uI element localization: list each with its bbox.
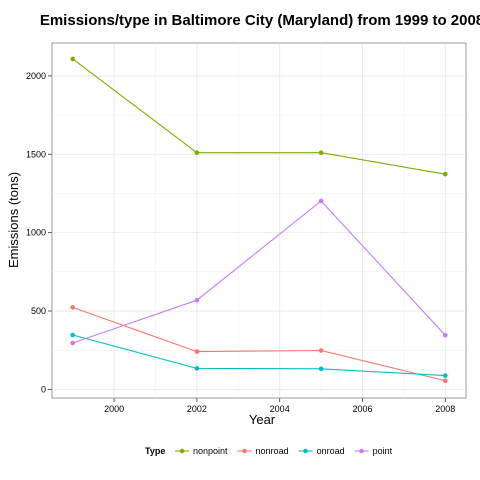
data-point-point — [70, 340, 75, 346]
y-axis: 0 500 1000 1500 2000 — [26, 71, 52, 394]
plot-background — [51, 42, 467, 399]
y-tick-label: 0 — [41, 384, 46, 394]
x-axis-title: Year — [249, 412, 276, 427]
legend-label: nonpoint — [193, 446, 228, 456]
data-point-nonpoint — [194, 150, 200, 156]
x-tick-label: 2002 — [187, 404, 207, 414]
data-point-nonpoint — [318, 150, 324, 156]
series-layer — [70, 56, 448, 384]
series-line-nonroad — [72, 306, 446, 382]
legend: Type nonpoint nonroad onroad point — [145, 446, 393, 456]
legend-items: nonpoint nonroad onroad point — [175, 446, 393, 456]
legend-item-point: point — [354, 446, 393, 456]
data-point-nonroad — [70, 305, 75, 310]
series-nonroad — [70, 305, 448, 384]
legend-key-point — [179, 448, 185, 454]
legend-title: Type — [145, 446, 165, 456]
legend-label: onroad — [317, 446, 345, 456]
series-line-point — [72, 200, 446, 344]
legend-item-nonpoint: nonpoint — [175, 446, 228, 456]
y-tick-label: 1000 — [26, 228, 46, 238]
x-tick-label: 2004 — [270, 404, 290, 414]
data-point-point — [318, 198, 324, 204]
series-nonpoint — [70, 56, 448, 177]
series-line-onroad — [72, 334, 446, 377]
data-point-onroad — [194, 366, 200, 371]
data-point-point — [443, 333, 448, 338]
data-point-nonroad — [194, 349, 200, 354]
data-point-nonroad — [443, 378, 448, 384]
legend-item-nonroad: nonroad — [237, 446, 289, 456]
x-tick-label: 2000 — [104, 404, 124, 414]
legend-key-point — [303, 448, 308, 454]
data-point-onroad — [70, 332, 75, 338]
legend-key-point — [242, 448, 247, 454]
data-point-nonpoint — [443, 171, 448, 177]
data-point-nonroad — [318, 348, 324, 353]
data-point-nonpoint — [70, 56, 75, 62]
y-tick-label: 1500 — [26, 149, 46, 159]
x-axis: 2000 2002 2004 2006 2008 — [104, 398, 455, 414]
legend-label: nonroad — [256, 446, 289, 456]
y-axis-title: Emissions (tons) — [6, 172, 21, 268]
y-tick-label: 500 — [31, 306, 46, 316]
y-tick-label: 2000 — [26, 71, 46, 81]
series-onroad — [70, 332, 448, 378]
plot-area — [51, 42, 467, 399]
series-line-nonpoint — [72, 58, 446, 175]
x-tick-label: 2006 — [352, 404, 372, 414]
data-point-point — [194, 297, 200, 303]
data-point-onroad — [443, 373, 448, 378]
chart-title: Emissions/type in Baltimore City (Maryla… — [40, 12, 480, 29]
data-point-onroad — [318, 366, 324, 372]
x-tick-label: 2008 — [435, 404, 455, 414]
grid-lines — [52, 43, 466, 398]
series-point — [70, 198, 448, 346]
legend-item-onroad: onroad — [298, 446, 345, 456]
legend-key-point — [359, 448, 364, 454]
legend-label: point — [373, 446, 393, 456]
